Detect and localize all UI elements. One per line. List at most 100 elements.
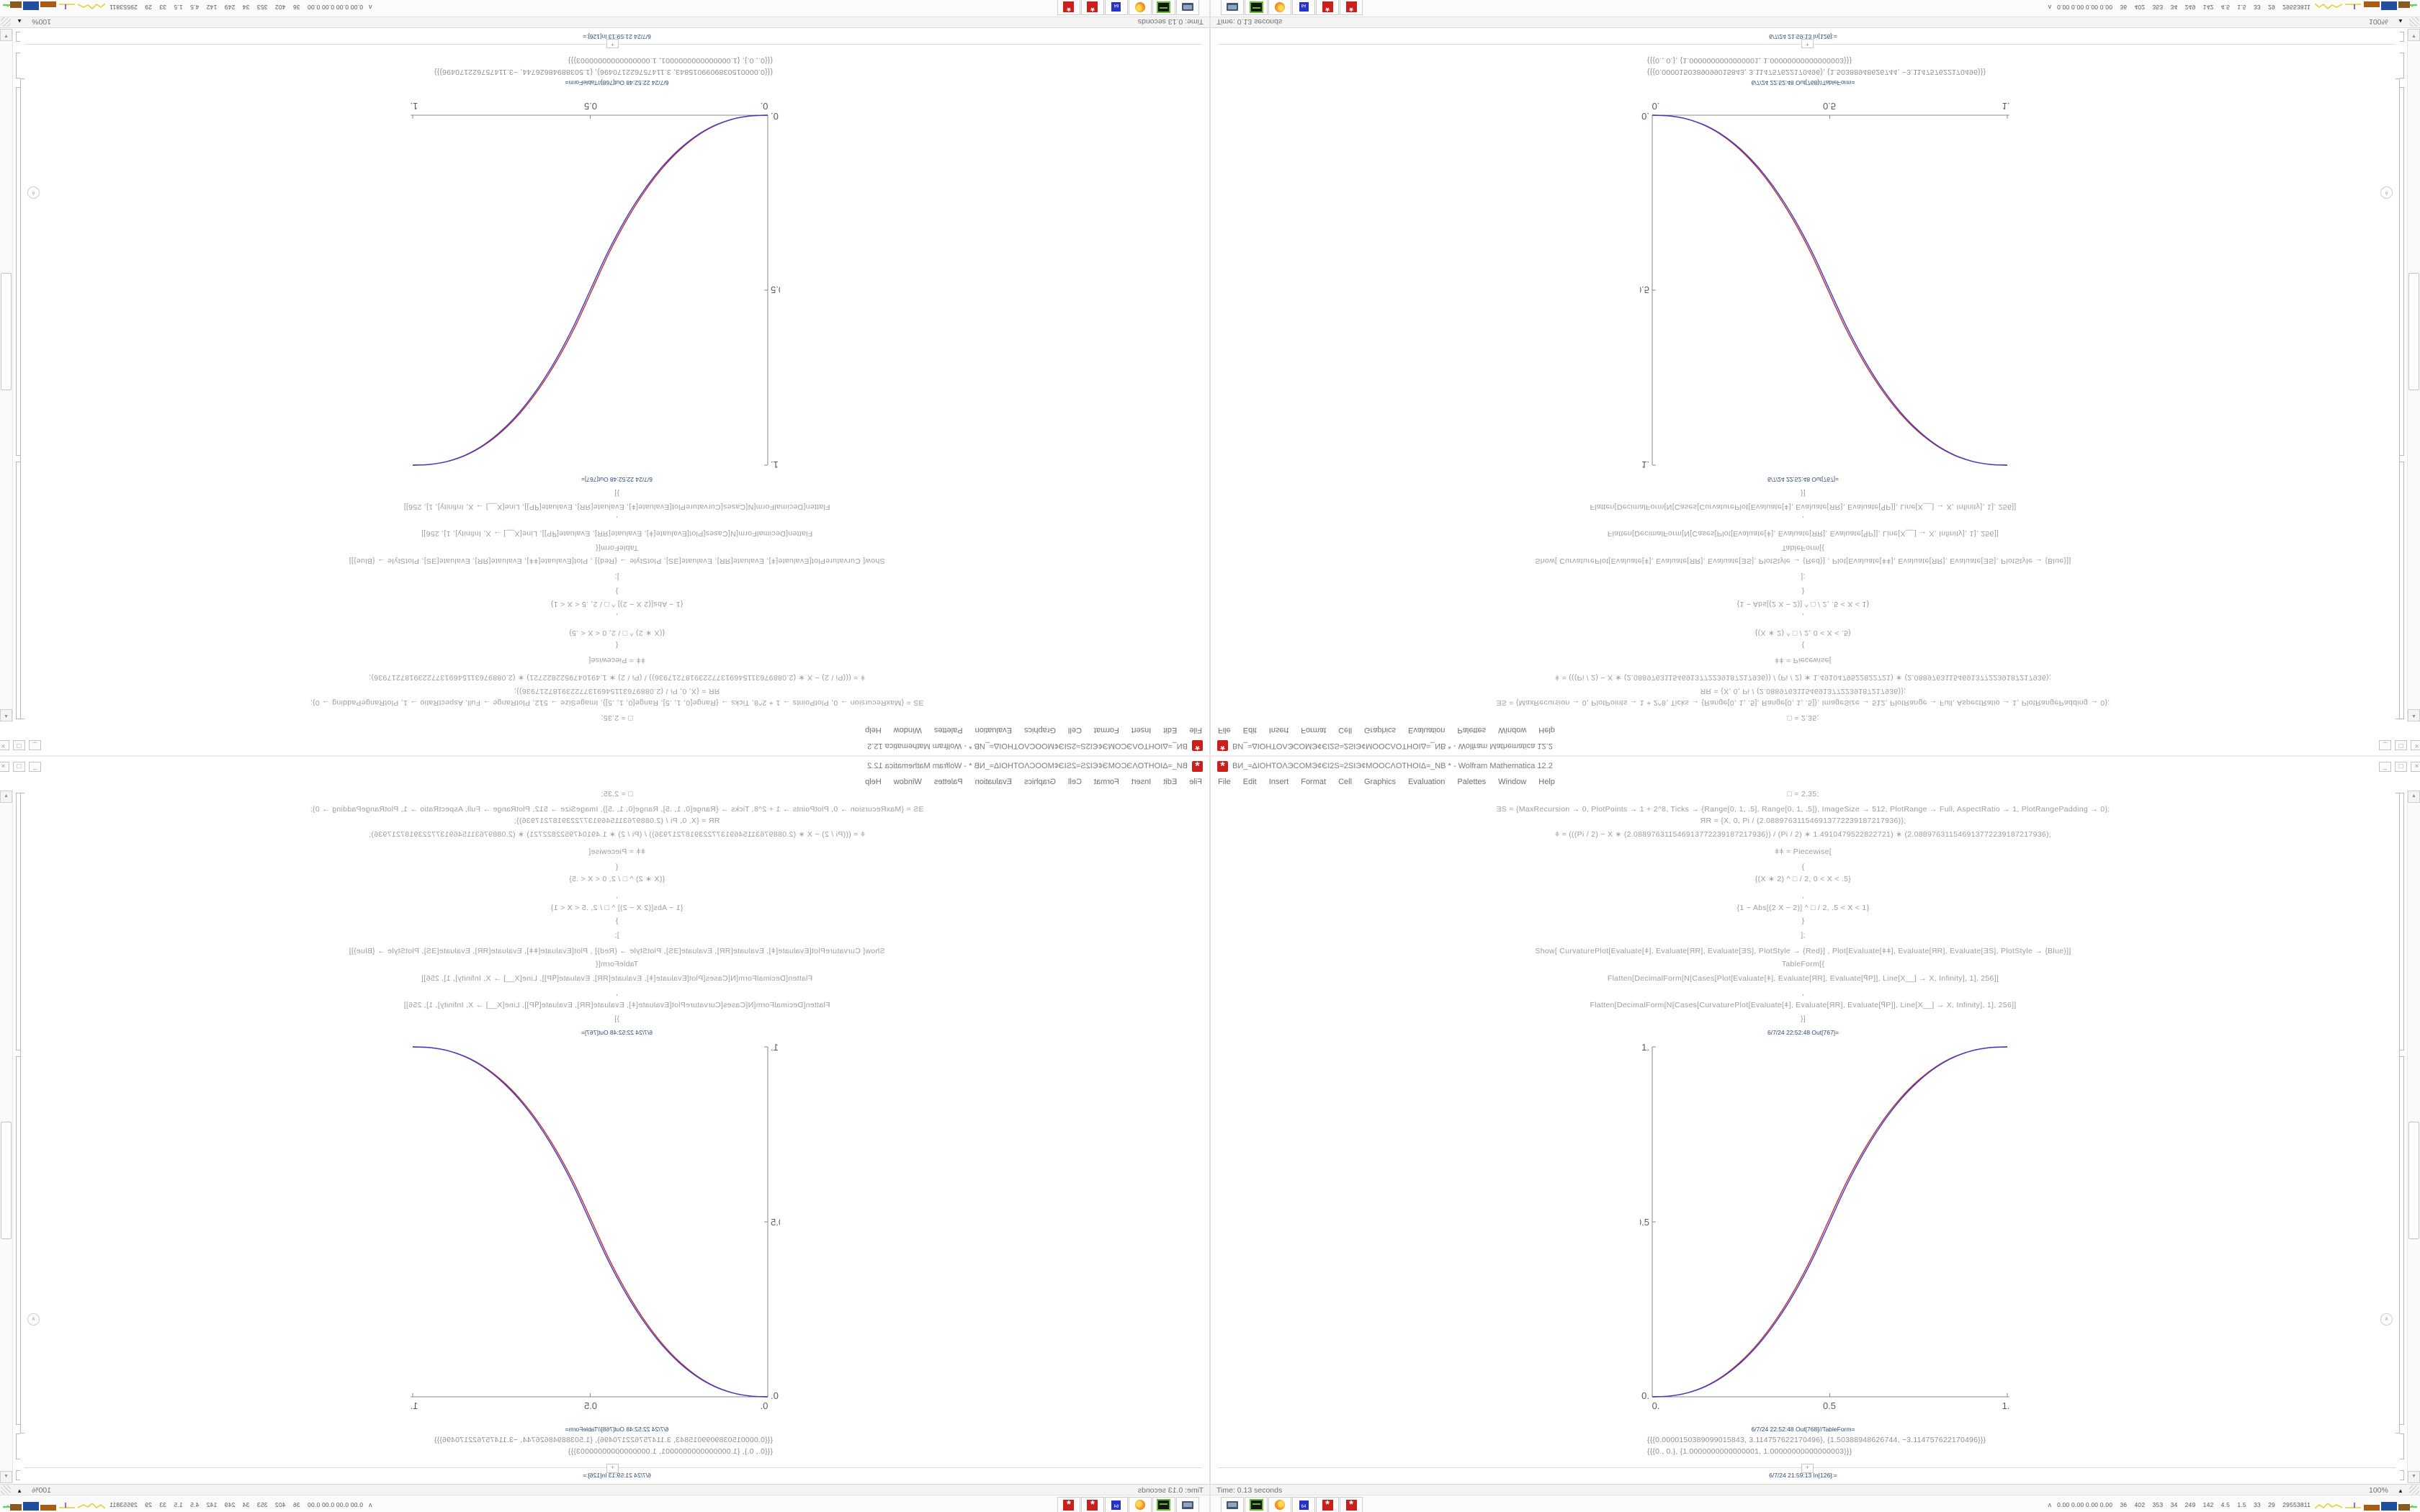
taskbar-button-mathematica-frontend[interactable]: *: [1057, 0, 1080, 15]
menu-graphics[interactable]: Graphics: [1364, 726, 1397, 734]
resize-grip-icon[interactable]: [1, 17, 11, 27]
input-cell-bracket[interactable]: [2400, 462, 2404, 719]
scrollbar-up-button[interactable]: ▲: [0, 709, 12, 721]
input-cell-bracket[interactable]: [16, 793, 20, 1050]
menu-window[interactable]: Window: [1498, 726, 1527, 734]
tray-expander-icon[interactable]: ʌ: [368, 4, 372, 12]
menu-cell[interactable]: Cell: [1338, 778, 1353, 786]
resize-grip-icon[interactable]: [1, 1485, 11, 1495]
scroll-assist-button[interactable]: ʌ: [2380, 1313, 2393, 1326]
zoom-level-control[interactable]: 100%: [2369, 1486, 2388, 1495]
menu-window[interactable]: Window: [893, 726, 922, 734]
in-cell-bracket[interactable]: [16, 1470, 20, 1480]
close-button[interactable]: ×: [2411, 762, 2420, 772]
zoom-dropdown-icon[interactable]: ▲: [2398, 18, 2403, 24]
taskbar-button-firefox[interactable]: [1129, 1497, 1152, 1512]
menu-file[interactable]: File: [1189, 726, 1202, 734]
scrollbar-up-button[interactable]: ▲: [0, 791, 12, 803]
taskbar-button-system-monitor[interactable]: [1176, 1497, 1199, 1512]
menu-evaluation[interactable]: Evaluation: [1408, 726, 1446, 734]
resize-grip-icon[interactable]: [2409, 17, 2419, 27]
taskbar-button-mathematica-kernel[interactable]: *: [1081, 0, 1104, 15]
taskbar-button-system-monitor[interactable]: [1221, 0, 1244, 15]
tray-expander-icon[interactable]: ʌ: [2048, 1500, 2052, 1508]
zoom-dropdown-icon[interactable]: ▲: [17, 18, 22, 24]
menu-graphics[interactable]: Graphics: [1364, 778, 1397, 786]
cell-group-bracket[interactable]: [20, 793, 24, 1434]
menu-palettes[interactable]: Palettes: [933, 778, 963, 786]
menu-insert[interactable]: Insert: [1131, 726, 1152, 734]
in-cell-bracket[interactable]: [16, 32, 20, 42]
minimize-button[interactable]: _: [2379, 740, 2391, 750]
menu-graphics[interactable]: Graphics: [1023, 726, 1056, 734]
taskbar-button-mathematica-kernel[interactable]: *: [1081, 1497, 1104, 1512]
maximize-button[interactable]: □: [2395, 762, 2407, 772]
taskbar-button-system-monitor[interactable]: [1176, 0, 1199, 15]
menu-window[interactable]: Window: [1498, 778, 1527, 786]
table-cell-bracket[interactable]: [16, 1434, 20, 1459]
scrollbar-up-button[interactable]: ▲: [2408, 709, 2420, 721]
scrollbar-thumb[interactable]: [2408, 1122, 2419, 1239]
cell-group-bracket[interactable]: [2396, 793, 2400, 1434]
scrollbar-up-button[interactable]: ▲: [2408, 791, 2420, 803]
menu-file[interactable]: File: [1218, 778, 1231, 786]
menu-palettes[interactable]: Palettes: [1457, 726, 1487, 734]
menu-format[interactable]: Format: [1301, 778, 1327, 786]
menu-graphics[interactable]: Graphics: [1023, 778, 1056, 786]
menu-format[interactable]: Format: [1093, 778, 1119, 786]
menu-palettes[interactable]: Palettes: [933, 726, 963, 734]
taskbar-button-floppy[interactable]: 64: [1105, 0, 1128, 15]
zoom-dropdown-icon[interactable]: ▲: [17, 1488, 22, 1494]
plot-cell-bracket[interactable]: [16, 1056, 20, 1425]
taskbar-button-firefox[interactable]: [1129, 0, 1152, 15]
scrollbar-thumb[interactable]: [1, 1122, 12, 1239]
table-cell-bracket[interactable]: [16, 53, 20, 78]
input-cell-bracket[interactable]: [2400, 793, 2404, 1050]
zoom-dropdown-icon[interactable]: ▲: [2398, 1488, 2403, 1494]
menu-palettes[interactable]: Palettes: [1457, 778, 1487, 786]
menu-window[interactable]: Window: [893, 778, 922, 786]
menu-edit[interactable]: Edit: [1242, 726, 1257, 734]
resize-grip-icon[interactable]: [2409, 1485, 2419, 1495]
plot-cell-bracket[interactable]: [16, 87, 20, 456]
scrollbar-down-button[interactable]: ▼: [2408, 1471, 2420, 1483]
plot-cell-bracket[interactable]: [2400, 87, 2404, 456]
plot-cell-bracket[interactable]: [2400, 1056, 2404, 1425]
close-button[interactable]: ×: [0, 762, 9, 772]
minimize-button[interactable]: _: [2379, 762, 2391, 772]
taskbar-button-floppy[interactable]: 64: [1292, 0, 1315, 15]
menu-edit[interactable]: Edit: [1163, 778, 1178, 786]
menu-evaluation[interactable]: Evaluation: [974, 778, 1012, 786]
taskbar-button-mathematica-kernel[interactable]: *: [1316, 0, 1339, 15]
scrollbar-down-button[interactable]: ▼: [0, 29, 12, 41]
menu-insert[interactable]: Insert: [1131, 778, 1152, 786]
menu-cell[interactable]: Cell: [1067, 778, 1082, 786]
taskbar-button-disk-utility[interactable]: [1152, 1497, 1175, 1512]
menu-evaluation[interactable]: Evaluation: [1408, 778, 1446, 786]
minimize-button[interactable]: _: [29, 740, 41, 750]
scrollbar-down-button[interactable]: ▼: [0, 1471, 12, 1483]
menu-format[interactable]: Format: [1093, 726, 1119, 734]
scroll-assist-button[interactable]: ʌ: [2380, 186, 2393, 199]
taskbar-button-firefox[interactable]: [1268, 1497, 1291, 1512]
maximize-button[interactable]: □: [13, 762, 25, 772]
input-cell-bracket[interactable]: [16, 462, 20, 719]
close-button[interactable]: ×: [0, 740, 9, 750]
table-cell-bracket[interactable]: [2400, 53, 2404, 78]
maximize-button[interactable]: □: [2395, 740, 2407, 750]
taskbar-button-mathematica-kernel[interactable]: *: [1316, 1497, 1339, 1512]
menu-help[interactable]: Help: [1538, 726, 1555, 734]
zoom-level-control[interactable]: 100%: [2369, 17, 2388, 26]
menu-help[interactable]: Help: [865, 778, 882, 786]
in-cell-bracket[interactable]: [2400, 32, 2404, 42]
taskbar-button-firefox[interactable]: [1268, 0, 1291, 15]
taskbar-button-disk-utility[interactable]: [1245, 1497, 1268, 1512]
tray-expander-icon[interactable]: ʌ: [368, 1500, 372, 1508]
taskbar-button-mathematica-frontend[interactable]: *: [1340, 0, 1363, 15]
menu-format[interactable]: Format: [1301, 726, 1327, 734]
taskbar-button-floppy[interactable]: 64: [1105, 1497, 1128, 1512]
menu-help[interactable]: Help: [865, 726, 882, 734]
table-cell-bracket[interactable]: [2400, 1434, 2404, 1459]
zoom-level-control[interactable]: 100%: [32, 17, 51, 26]
cell-group-bracket[interactable]: [20, 78, 24, 719]
